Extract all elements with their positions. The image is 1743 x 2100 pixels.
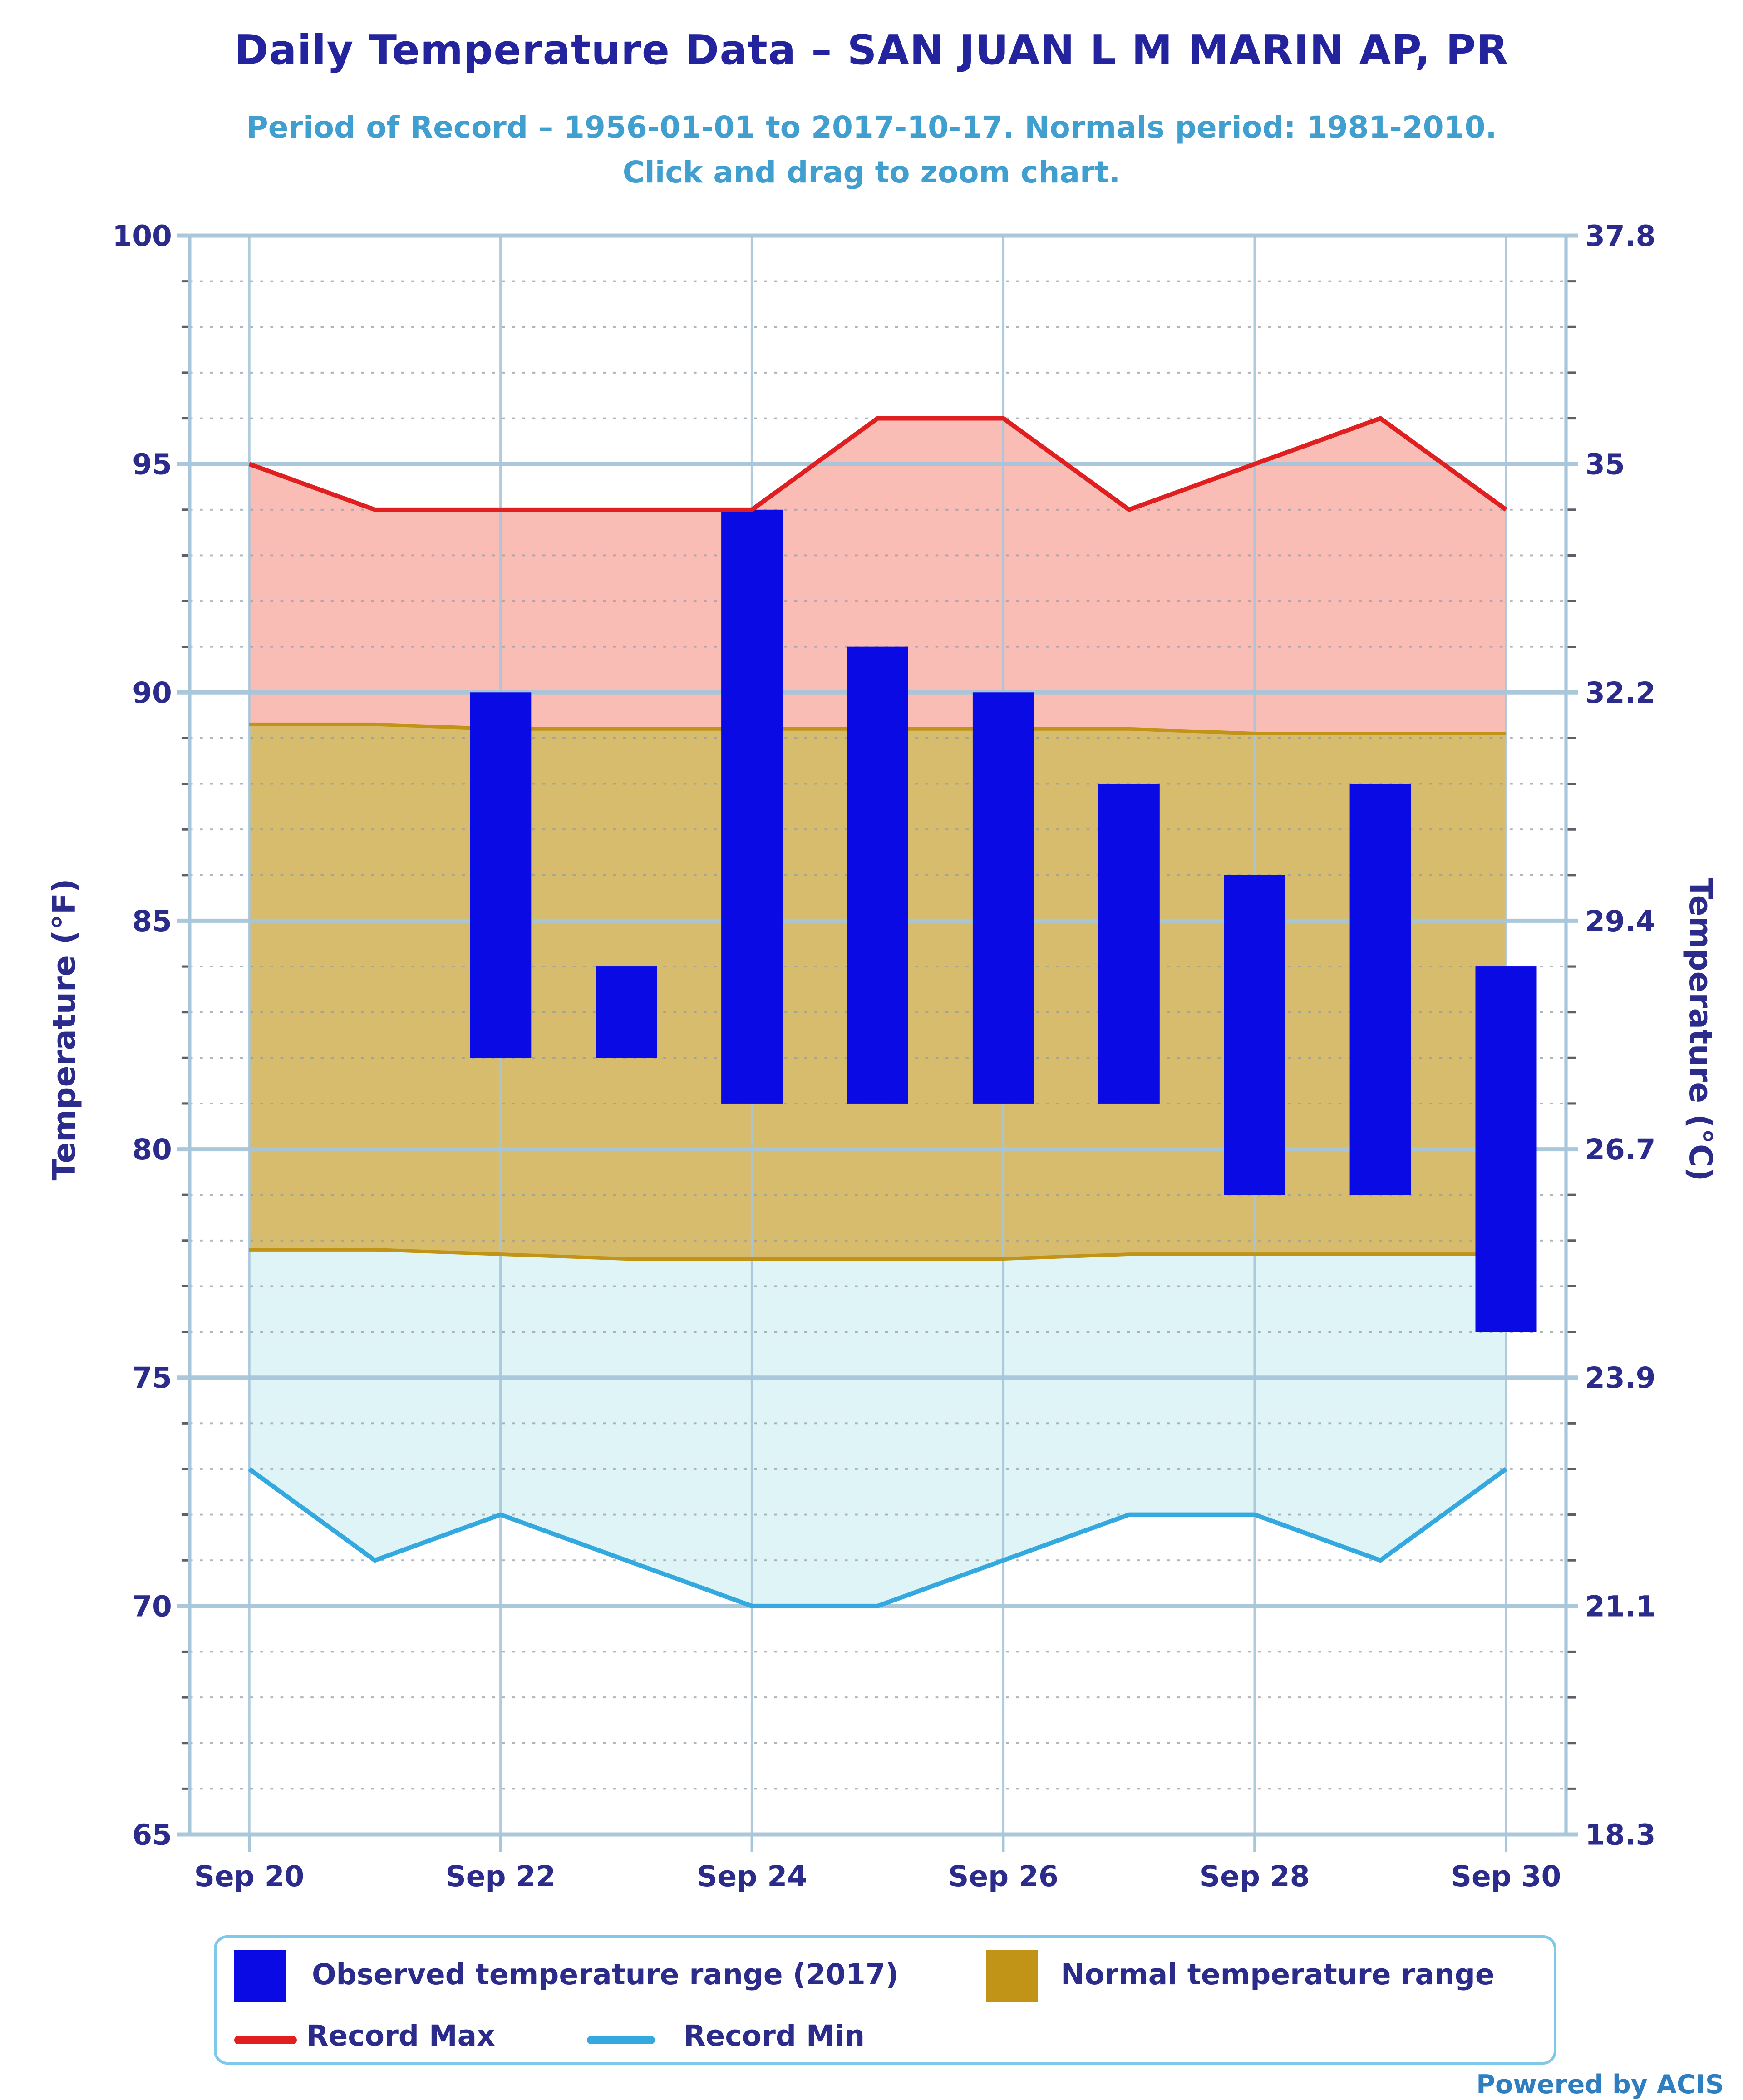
svg-text:70: 70 xyxy=(132,1590,172,1623)
svg-text:35: 35 xyxy=(1585,448,1625,481)
svg-text:Sep 20: Sep 20 xyxy=(194,1860,305,1893)
observed-range-swatch xyxy=(234,1950,286,2002)
normal-range-swatch xyxy=(986,1950,1038,2002)
svg-text:37.8: 37.8 xyxy=(1585,220,1655,253)
svg-text:18.3: 18.3 xyxy=(1585,1819,1655,1852)
svg-text:80: 80 xyxy=(132,1133,172,1166)
subtitle-period-of-record: Period of Record – 1956-01-01 to 2017-10… xyxy=(246,112,1497,146)
svg-text:23.9: 23.9 xyxy=(1585,1361,1655,1395)
svg-text:Sep 26: Sep 26 xyxy=(948,1860,1059,1893)
chart-legend: Observed temperature range (2017) Normal… xyxy=(214,1935,1556,2065)
svg-text:100: 100 xyxy=(112,220,172,253)
record-max-swatch xyxy=(234,2036,297,2044)
record-min-swatch xyxy=(587,2036,655,2044)
legend-item-normal[interactable]: Normal temperature range xyxy=(1061,1958,1495,1991)
page-title: Daily Temperature Data – SAN JUAN L M MA… xyxy=(234,27,1509,75)
legend-item-record-max[interactable]: Record Max xyxy=(306,2020,495,2052)
svg-text:Sep 30: Sep 30 xyxy=(1451,1860,1561,1893)
svg-text:Sep 22: Sep 22 xyxy=(445,1860,556,1893)
svg-text:26.7: 26.7 xyxy=(1585,1133,1655,1166)
legend-item-observed[interactable]: Observed temperature range (2017) xyxy=(312,1958,899,1991)
subtitle-zoom-hint: Click and drag to zoom chart. xyxy=(622,157,1121,191)
svg-text:85: 85 xyxy=(132,905,172,938)
svg-text:32.2: 32.2 xyxy=(1585,676,1655,710)
svg-text:29.4: 29.4 xyxy=(1585,905,1655,938)
svg-text:Sep 28: Sep 28 xyxy=(1200,1860,1310,1893)
svg-text:75: 75 xyxy=(132,1361,172,1395)
svg-text:21.1: 21.1 xyxy=(1585,1590,1655,1623)
svg-text:90: 90 xyxy=(132,676,172,710)
svg-text:Sep 24: Sep 24 xyxy=(697,1860,807,1893)
powered-by-acis-link[interactable]: Powered by ACIS xyxy=(1476,2070,1724,2100)
legend-item-record-min[interactable]: Record Min xyxy=(684,2020,865,2052)
svg-text:65: 65 xyxy=(132,1819,172,1852)
svg-text:95: 95 xyxy=(132,448,172,481)
